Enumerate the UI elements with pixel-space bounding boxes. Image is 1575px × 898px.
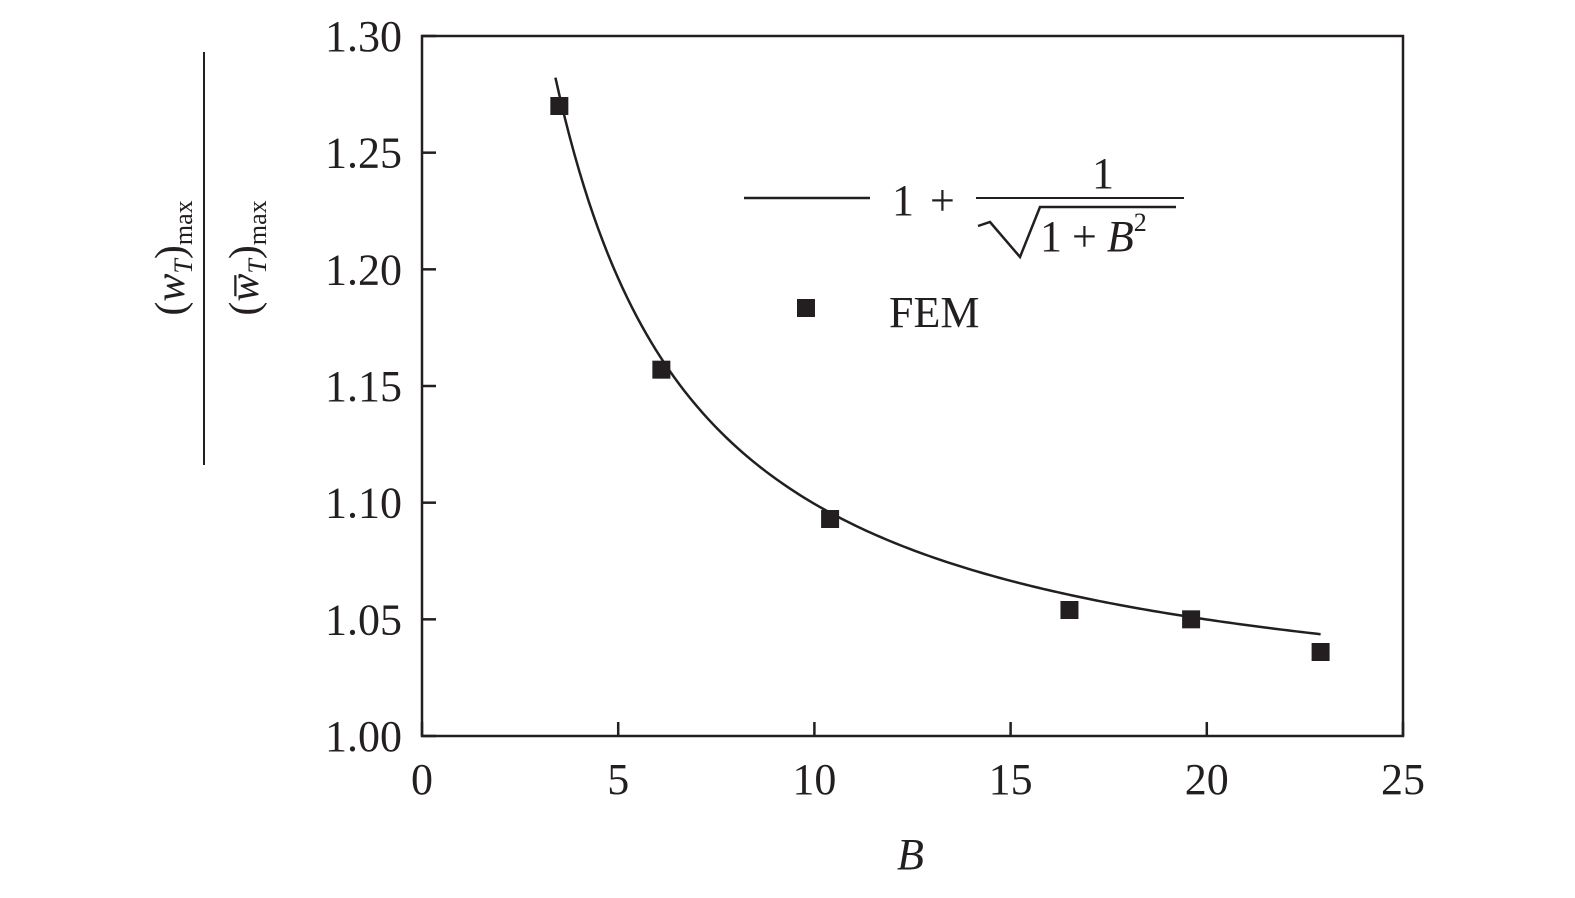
y-tick-label: 1.30: [325, 12, 402, 61]
legend: 1 + 1 1 + B2 FEM: [744, 149, 1184, 337]
x-axis-title: B: [897, 830, 924, 879]
y-axis-title-denominator: (w̅T)max: [222, 200, 272, 315]
legend-formula-plus: +: [930, 176, 955, 225]
y-tick-label: 1.05: [325, 595, 402, 644]
x-tick-label: 0: [411, 755, 433, 804]
fem-point: [550, 97, 569, 115]
x-tick-label: 20: [1185, 755, 1229, 804]
fem-point: [1311, 643, 1330, 661]
legend-formula-one: 1: [892, 176, 914, 225]
legend-formula-sqrt-symbol: [977, 205, 1176, 260]
x-tick-label: 25: [1381, 755, 1425, 804]
y-tick-label: 1.15: [325, 362, 402, 411]
x-tick-labels: 0 5 10 15 20 25: [411, 755, 1425, 804]
y-tick-label: 1.10: [325, 479, 402, 528]
y-tick-label: 1.20: [325, 245, 402, 294]
legend-formula-numerator: 1: [1092, 149, 1114, 198]
x-tick-label: 15: [989, 755, 1033, 804]
y-axis-title-numerator: (wT)max: [148, 200, 198, 315]
fem-point: [652, 360, 671, 379]
fem-point: [1060, 601, 1079, 619]
x-tick-label: 10: [792, 755, 836, 804]
series-line-curve: [554, 77, 1321, 636]
legend-fem-label: FEM: [889, 288, 979, 337]
fem-point: [821, 510, 840, 528]
x-tick-label: 5: [607, 755, 629, 804]
fem-data-points: [550, 97, 1330, 661]
y-axis-title: (wT)max (w̅T)max: [148, 52, 272, 465]
y-tick-labels: 1.00 1.05 1.10 1.15 1.20 1.25 1.30: [325, 12, 402, 761]
y-tick-label: 1.25: [325, 129, 402, 178]
plot-area-frame: [420, 34, 1405, 738]
legend-fem-marker: [797, 299, 815, 317]
legend-formula: 1 + 1 1 + B2: [892, 149, 1184, 261]
y-tick-label: 1.00: [325, 712, 402, 761]
axis-ticks: [420, 34, 1405, 738]
fem-point: [1182, 610, 1201, 629]
legend-formula-radicand: 1 + B2: [1040, 208, 1147, 261]
